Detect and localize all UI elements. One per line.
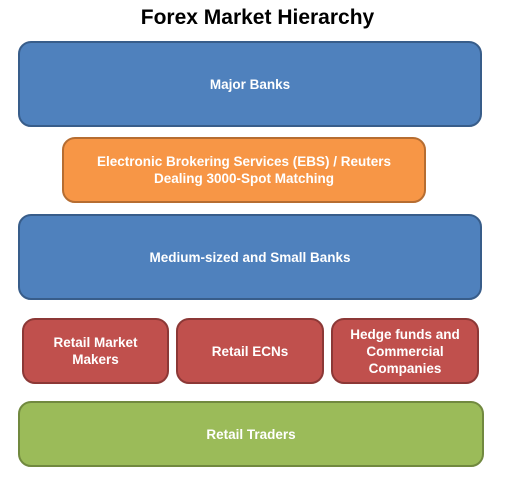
hedge-funds-label: Hedge funds and Commercial Companies: [350, 326, 460, 376]
diagram-title: Forex Market Hierarchy: [140, 6, 375, 29]
major-banks-box: Major Banks: [18, 41, 482, 127]
ebs-reuters-label: Electronic Brokering Services (EBS) / Re…: [96, 154, 392, 186]
retail-market-makers-label: Retail Market Makers: [53, 335, 138, 367]
retail-market-makers-box: Retail Market Makers: [22, 318, 169, 384]
retail-traders-label: Retail Traders: [206, 426, 296, 442]
hedge-funds-box: Hedge funds and Commercial Companies: [331, 318, 479, 384]
major-banks-label: Major Banks: [209, 76, 291, 92]
retail-traders-box: Retail Traders: [18, 401, 484, 467]
ebs-reuters-box: Electronic Brokering Services (EBS) / Re…: [62, 137, 426, 203]
retail-ecns-label: Retail ECNs: [211, 343, 289, 359]
retail-ecns-box: Retail ECNs: [176, 318, 324, 384]
medium-small-banks-box: Medium-sized and Small Banks: [18, 214, 482, 300]
medium-small-banks-label: Medium-sized and Small Banks: [149, 249, 351, 265]
